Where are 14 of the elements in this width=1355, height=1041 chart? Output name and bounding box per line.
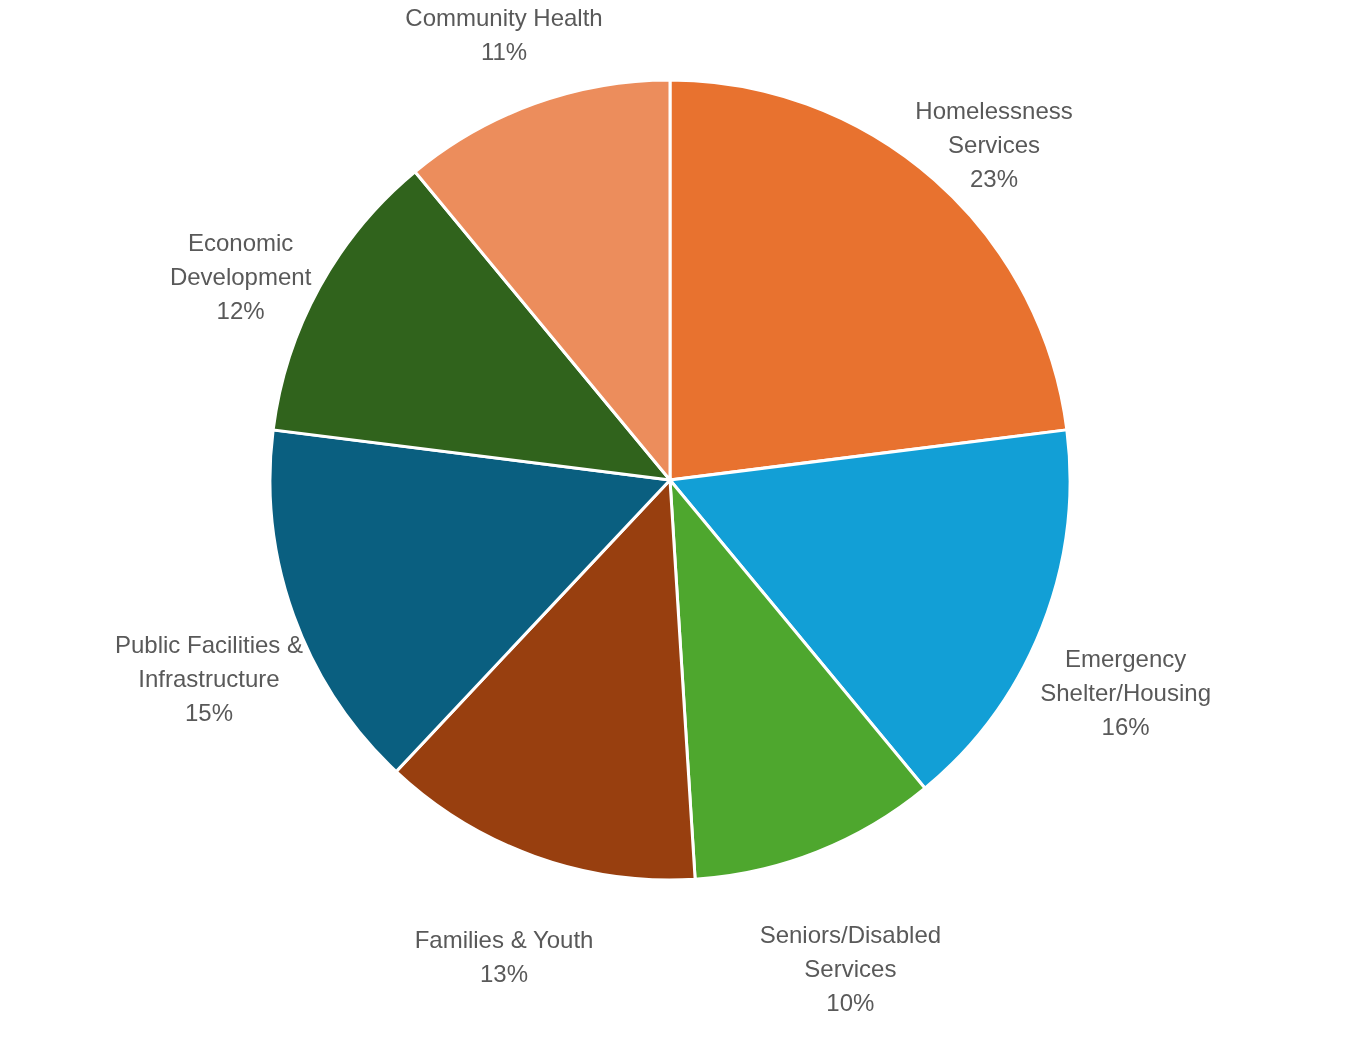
- data-label: 15%: [184, 698, 233, 726]
- data-label: 23%: [970, 165, 1019, 193]
- slice-label: Economic Development: [169, 228, 312, 290]
- slice-label: Community Health: [405, 3, 603, 31]
- slice-label: Homelessness Services: [915, 97, 1073, 159]
- data-label: 13%: [479, 960, 529, 988]
- data-label: 11%: [480, 37, 528, 65]
- data-label: 16%: [1101, 713, 1150, 741]
- slice-label: Seniors/Disabled Services: [759, 920, 942, 982]
- data-label: 10%: [826, 988, 875, 1016]
- slice-label: Families & Youth: [414, 926, 594, 954]
- data-label: 12%: [216, 296, 265, 324]
- slice-label: Emergency Shelter/Housing: [1040, 645, 1211, 707]
- slice-label: Public Facilities & Infrastructure: [114, 630, 303, 692]
